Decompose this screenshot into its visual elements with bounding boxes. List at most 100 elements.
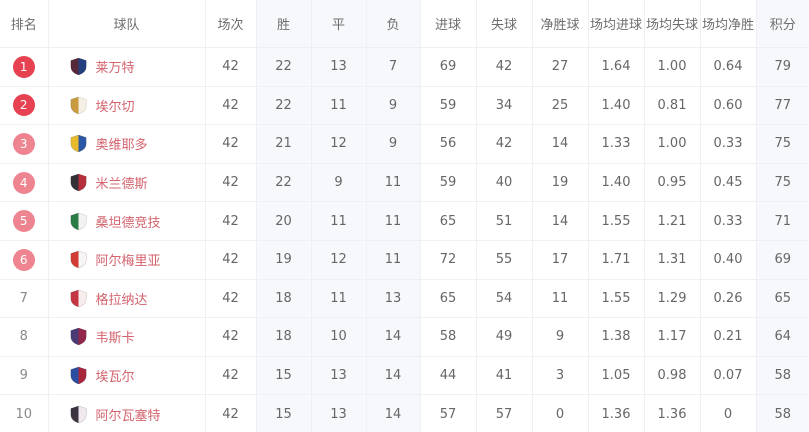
avg-goal-diff-cell: 0.45	[699, 162, 756, 202]
rank-badge: 8	[19, 329, 28, 345]
avg-goal-diff-cell: 0.33	[699, 201, 756, 241]
goals-against-cell: 51	[475, 201, 532, 241]
table-row[interactable]: 5 桑坦德竞技 42 20 11 11 65 51 14 1.55 1.21 0…	[0, 201, 809, 241]
rank-cell: 4	[0, 162, 48, 202]
draws-cell: 13	[310, 355, 366, 395]
points-cell: 65	[755, 278, 809, 318]
goals-for-cell: 44	[419, 355, 476, 395]
matches-played-cell: 42	[204, 278, 256, 318]
goals-against-cell: 34	[475, 85, 532, 125]
team-name[interactable]: 阿尔梅里亚	[95, 254, 161, 270]
team-name[interactable]: 埃瓦尔	[95, 370, 135, 386]
avg-goals-against-cell: 1.17	[643, 317, 700, 357]
avg-goals-for-cell: 1.40	[587, 85, 644, 125]
team-cell[interactable]: 埃尔切	[47, 85, 205, 125]
team-crest-icon	[70, 405, 87, 424]
goal-diff-cell: 27	[531, 47, 588, 87]
table-row[interactable]: 8 韦斯卡 42 18 10 14 58 49 9 1.38 1.17 0.21…	[0, 317, 809, 357]
avg-goal-diff-cell: 0.21	[699, 317, 756, 357]
table-row[interactable]: 4 米兰德斯 42 22 9 11 59 40 19 1.40 0.95 0.4…	[0, 162, 809, 202]
standings-body: 1 莱万特 42 22 13 7 69 42 27 1.64 1.00 0.64…	[0, 47, 809, 432]
wins-cell: 22	[255, 162, 311, 202]
team-name[interactable]: 阿尔瓦塞特	[95, 408, 161, 424]
avg-goal-diff-cell: 0.07	[699, 355, 756, 395]
rank-cell: 1	[0, 48, 48, 87]
avg-goal-diff-cell: 0.60	[699, 85, 756, 125]
goals-against-cell: 54	[475, 278, 532, 318]
table-header: 排名 球队 场次 胜 平 负 进球 失球 净胜球 场均进球 场均失球 场均净胜 …	[0, 0, 809, 48]
avg-goals-against-cell: 1.29	[643, 278, 700, 318]
rank-cell: 6	[0, 239, 48, 280]
points-cell: 58	[755, 355, 809, 395]
rank-badge: 6	[12, 248, 35, 271]
team-name[interactable]: 韦斯卡	[95, 331, 135, 347]
losses-cell: 13	[365, 278, 420, 318]
avg-goals-against-cell: 0.95	[643, 162, 700, 202]
team-name[interactable]: 埃尔切	[95, 99, 135, 115]
wins-cell: 22	[255, 47, 311, 87]
avg-goals-for-cell: 1.55	[587, 278, 644, 318]
team-crest-icon	[70, 212, 87, 231]
matches-played-cell: 42	[204, 47, 256, 87]
team-crest-icon	[70, 289, 87, 308]
team-cell[interactable]: 阿尔瓦塞特	[47, 394, 205, 432]
header-played: 场次	[204, 0, 256, 48]
avg-goals-for-cell: 1.71	[587, 239, 644, 280]
avg-goal-diff-cell: 0.33	[699, 124, 756, 164]
wins-cell: 21	[255, 124, 311, 164]
team-cell[interactable]: 埃瓦尔	[47, 355, 205, 395]
table-row[interactable]: 10 阿尔瓦塞特 42 15 13 14 57 57 0 1.36 1.36 0…	[0, 394, 809, 432]
team-name[interactable]: 桑坦德竞技	[95, 215, 161, 231]
goal-diff-cell: 14	[531, 201, 588, 241]
points-cell: 77	[755, 85, 809, 125]
table-row[interactable]: 7 格拉纳达 42 18 11 13 65 54 11 1.55 1.29 0.…	[0, 278, 809, 318]
points-cell: 69	[755, 239, 809, 280]
wins-cell: 20	[255, 201, 311, 241]
team-crest-icon	[70, 173, 87, 192]
team-name[interactable]: 格拉纳达	[95, 292, 148, 308]
header-team: 球队	[47, 0, 205, 48]
goals-for-cell: 59	[419, 162, 476, 202]
team-cell[interactable]: 米兰德斯	[47, 162, 205, 202]
team-name[interactable]: 奥维耶多	[95, 138, 148, 154]
table-row[interactable]: 9 埃瓦尔 42 15 13 14 44 41 3 1.05 0.98 0.07…	[0, 355, 809, 395]
table-row[interactable]: 1 莱万特 42 22 13 7 69 42 27 1.64 1.00 0.64…	[0, 47, 809, 87]
team-cell[interactable]: 格拉纳达	[47, 278, 205, 318]
team-cell[interactable]: 阿尔梅里亚	[47, 239, 205, 280]
losses-cell: 11	[365, 239, 420, 280]
losses-cell: 11	[365, 162, 420, 202]
header-wins: 胜	[255, 0, 311, 48]
goal-diff-cell: 9	[531, 317, 588, 357]
goal-diff-cell: 14	[531, 124, 588, 164]
team-cell[interactable]: 桑坦德竞技	[47, 201, 205, 241]
goals-against-cell: 42	[475, 124, 532, 164]
team-name[interactable]: 莱万特	[95, 61, 135, 77]
goals-for-cell: 65	[419, 278, 476, 318]
header-draws: 平	[310, 0, 366, 48]
header-avg-goals-for: 场均进球	[587, 0, 644, 48]
matches-played-cell: 42	[204, 355, 256, 395]
table-row[interactable]: 3 奥维耶多 42 21 12 9 56 42 14 1.33 1.00 0.3…	[0, 124, 809, 164]
goals-against-cell: 49	[475, 317, 532, 357]
points-cell: 58	[755, 394, 809, 432]
team-crest-icon	[70, 96, 87, 115]
team-cell[interactable]: 奥维耶多	[47, 124, 205, 164]
points-cell: 64	[755, 317, 809, 357]
avg-goals-for-cell: 1.64	[587, 47, 644, 87]
avg-goals-against-cell: 1.21	[643, 201, 700, 241]
team-crest-icon	[70, 327, 87, 346]
team-cell[interactable]: 莱万特	[47, 47, 205, 87]
team-name[interactable]: 米兰德斯	[95, 177, 148, 193]
table-row[interactable]: 6 阿尔梅里亚 42 19 12 11 72 55 17 1.71 1.31 0…	[0, 239, 809, 280]
draws-cell: 10	[310, 317, 366, 357]
losses-cell: 7	[365, 47, 420, 87]
losses-cell: 9	[365, 124, 420, 164]
rank-cell: 10	[0, 394, 48, 432]
team-cell[interactable]: 韦斯卡	[47, 317, 205, 357]
table-row[interactable]: 2 埃尔切 42 22 11 9 59 34 25 1.40 0.81 0.60…	[0, 85, 809, 125]
wins-cell: 18	[255, 317, 311, 357]
header-goal-diff: 净胜球	[531, 0, 588, 48]
rank-badge: 1	[12, 55, 35, 78]
